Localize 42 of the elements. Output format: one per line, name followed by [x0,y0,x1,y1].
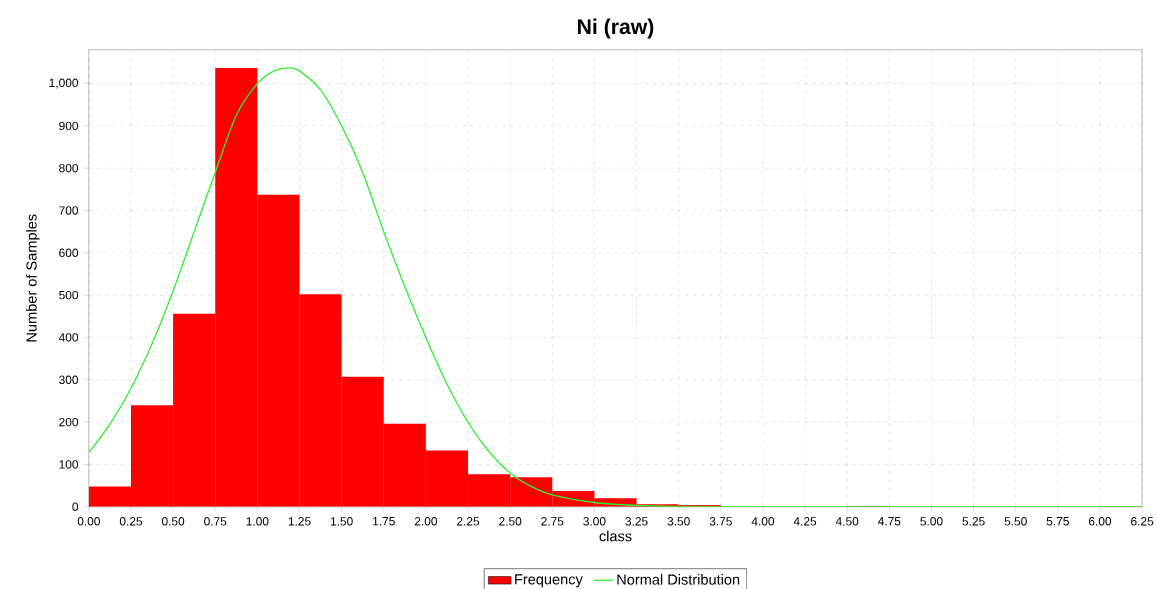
y-axis-title: Number of Samples [26,214,40,342]
x-tick-label: 2.50 [499,516,522,526]
x-tick-label: 5.50 [1004,516,1027,526]
y-tick-label: 300 [59,375,79,384]
x-tick-label: 4.75 [877,516,901,526]
x-tick-label: 5.75 [1046,516,1069,526]
x-tick-label: 3.75 [709,516,732,526]
x-tick-label: 2.25 [457,516,480,526]
y-tick-label: 0 [72,502,79,511]
x-tick-label: 0.50 [161,516,185,526]
x-tick-label: 6.25 [1131,516,1154,526]
y-tick-label: 700 [59,206,79,215]
y-tick-label: 900 [59,121,79,130]
legend-label: Frequency [515,574,583,588]
legend-label: Normal Distribution [617,573,740,585]
x-tick-label: 3.00 [583,516,606,526]
x-tick-label: 0.25 [119,516,143,526]
x-tick-label: 6.00 [1088,516,1112,526]
x-tick-label: 4.50 [835,516,859,526]
chart-title: Ni (raw) [578,18,654,39]
y-tick-label: 100 [59,460,79,469]
y-tick-label: 400 [58,333,79,342]
x-tick-label: 0.00 [77,516,100,526]
x-tick-label: 5.25 [962,516,985,526]
y-tick-label: 800 [59,163,79,173]
y-tick-label: 600 [59,248,79,257]
y-tick-label: 500 [59,290,79,300]
x-tick-label: 2.00 [414,516,438,526]
x-tick-label: 1.75 [373,516,395,526]
x-tick-label: 0.75 [204,516,227,526]
x-axis-title: class [599,530,632,542]
x-tick-label: 5.00 [920,516,943,526]
x-tick-label: 4.00 [751,516,775,526]
y-tick-label: 200 [59,417,79,427]
x-tick-label: 3.25 [625,516,648,526]
x-tick-label: 1.00 [246,516,269,526]
x-tick-label: 3.50 [667,516,690,526]
x-tick-label: 4.25 [793,516,817,526]
x-tick-label: 1.25 [288,516,311,526]
x-tick-label: 1.50 [330,516,353,526]
x-tick-label: 2.75 [541,516,564,526]
y-tick-label: 1,000 [49,78,79,89]
